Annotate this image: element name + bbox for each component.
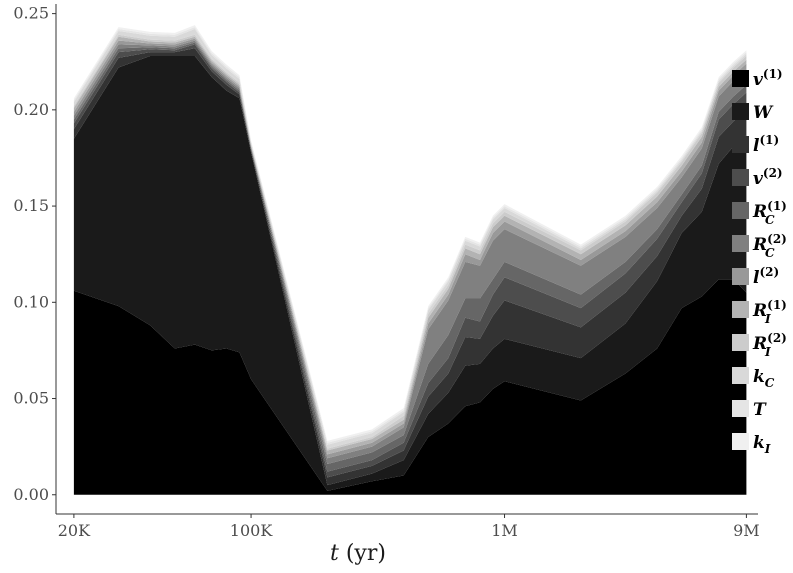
legend-item-5: R(2) C [732,232,787,260]
y-tick-label-2: 0.10 [13,292,49,311]
legend-item-9: kC [732,367,775,390]
legend-label-0: v(1) [753,67,783,90]
legend-swatch-9 [732,367,749,384]
axes: 0.00 0.05 0.10 0.15 0.20 0.25 20K 100K 1M 9M [13,4,759,540]
legend-label-8: R(2) I [752,331,787,359]
legend-label-1: W [753,103,774,123]
legend-item-1: W [732,103,774,123]
area-layers [73,25,747,495]
legend-label-2: l(1) [753,133,779,156]
legend-swatch-3 [732,169,749,186]
legend-item-4: R(1) C [732,199,787,227]
legend-swatch-8 [732,334,749,351]
legend-swatch-5 [732,235,749,252]
legend-label-5: R(2) C [752,232,787,260]
area-series-0 [73,279,747,495]
x-tick-label-1: 100K [230,521,274,540]
legend-label-7: R(1) I [752,298,787,326]
y-tick-label-0: 0.00 [13,485,49,504]
x-tick-label-2: 1M [491,521,518,540]
legend-label-4: R(1) C [752,199,787,227]
y-axis-ticks: 0.00 0.05 0.10 0.15 0.20 0.25 [13,4,56,504]
y-tick-label-3: 0.15 [13,196,49,215]
area-series-5 [73,40,747,464]
area-series-1 [73,55,747,491]
legend-item-10: T [732,400,767,420]
legend-label-6: l(2) [753,265,779,288]
legend: v(1) Wl(1) v(2) R(1) C R(2) C l(2) R(1) I R(2) I kC T… [732,67,787,456]
legend-item-7: R(1) I [732,298,787,326]
x-tick-label-3: 9M [733,521,760,540]
y-tick-label-4: 0.20 [13,100,49,119]
legend-item-11: kI [732,433,771,456]
legend-item-0: v(1) [732,67,783,90]
legend-swatch-6 [732,268,749,285]
legend-item-6: l(2) [732,265,779,288]
legend-swatch-0 [732,70,749,87]
y-tick-label-5: 0.25 [13,4,49,23]
x-tick-label-0: 20K [58,521,91,540]
legend-label-9: kC [753,367,775,390]
legend-swatch-10 [732,400,749,417]
legend-label-11: kI [753,433,771,456]
x-axis-ticks: 20K 100K 1M 9M [58,514,760,540]
y-tick-label-1: 0.05 [13,389,49,408]
legend-item-8: R(2) I [732,331,787,359]
x-axis-title: t (yr) [330,541,386,566]
legend-label-3: v(2) [753,166,783,189]
legend-swatch-1 [732,103,749,120]
legend-swatch-2 [732,136,749,153]
legend-swatch-11 [732,433,749,450]
legend-swatch-4 [732,202,749,219]
legend-item-2: l(1) [732,133,779,156]
x-axis-title-variable: t [330,541,339,566]
x-axis-title-unit: (yr) [339,541,386,566]
legend-swatch-7 [732,301,749,318]
legend-item-3: v(2) [732,166,783,189]
legend-label-10: T [753,400,767,420]
